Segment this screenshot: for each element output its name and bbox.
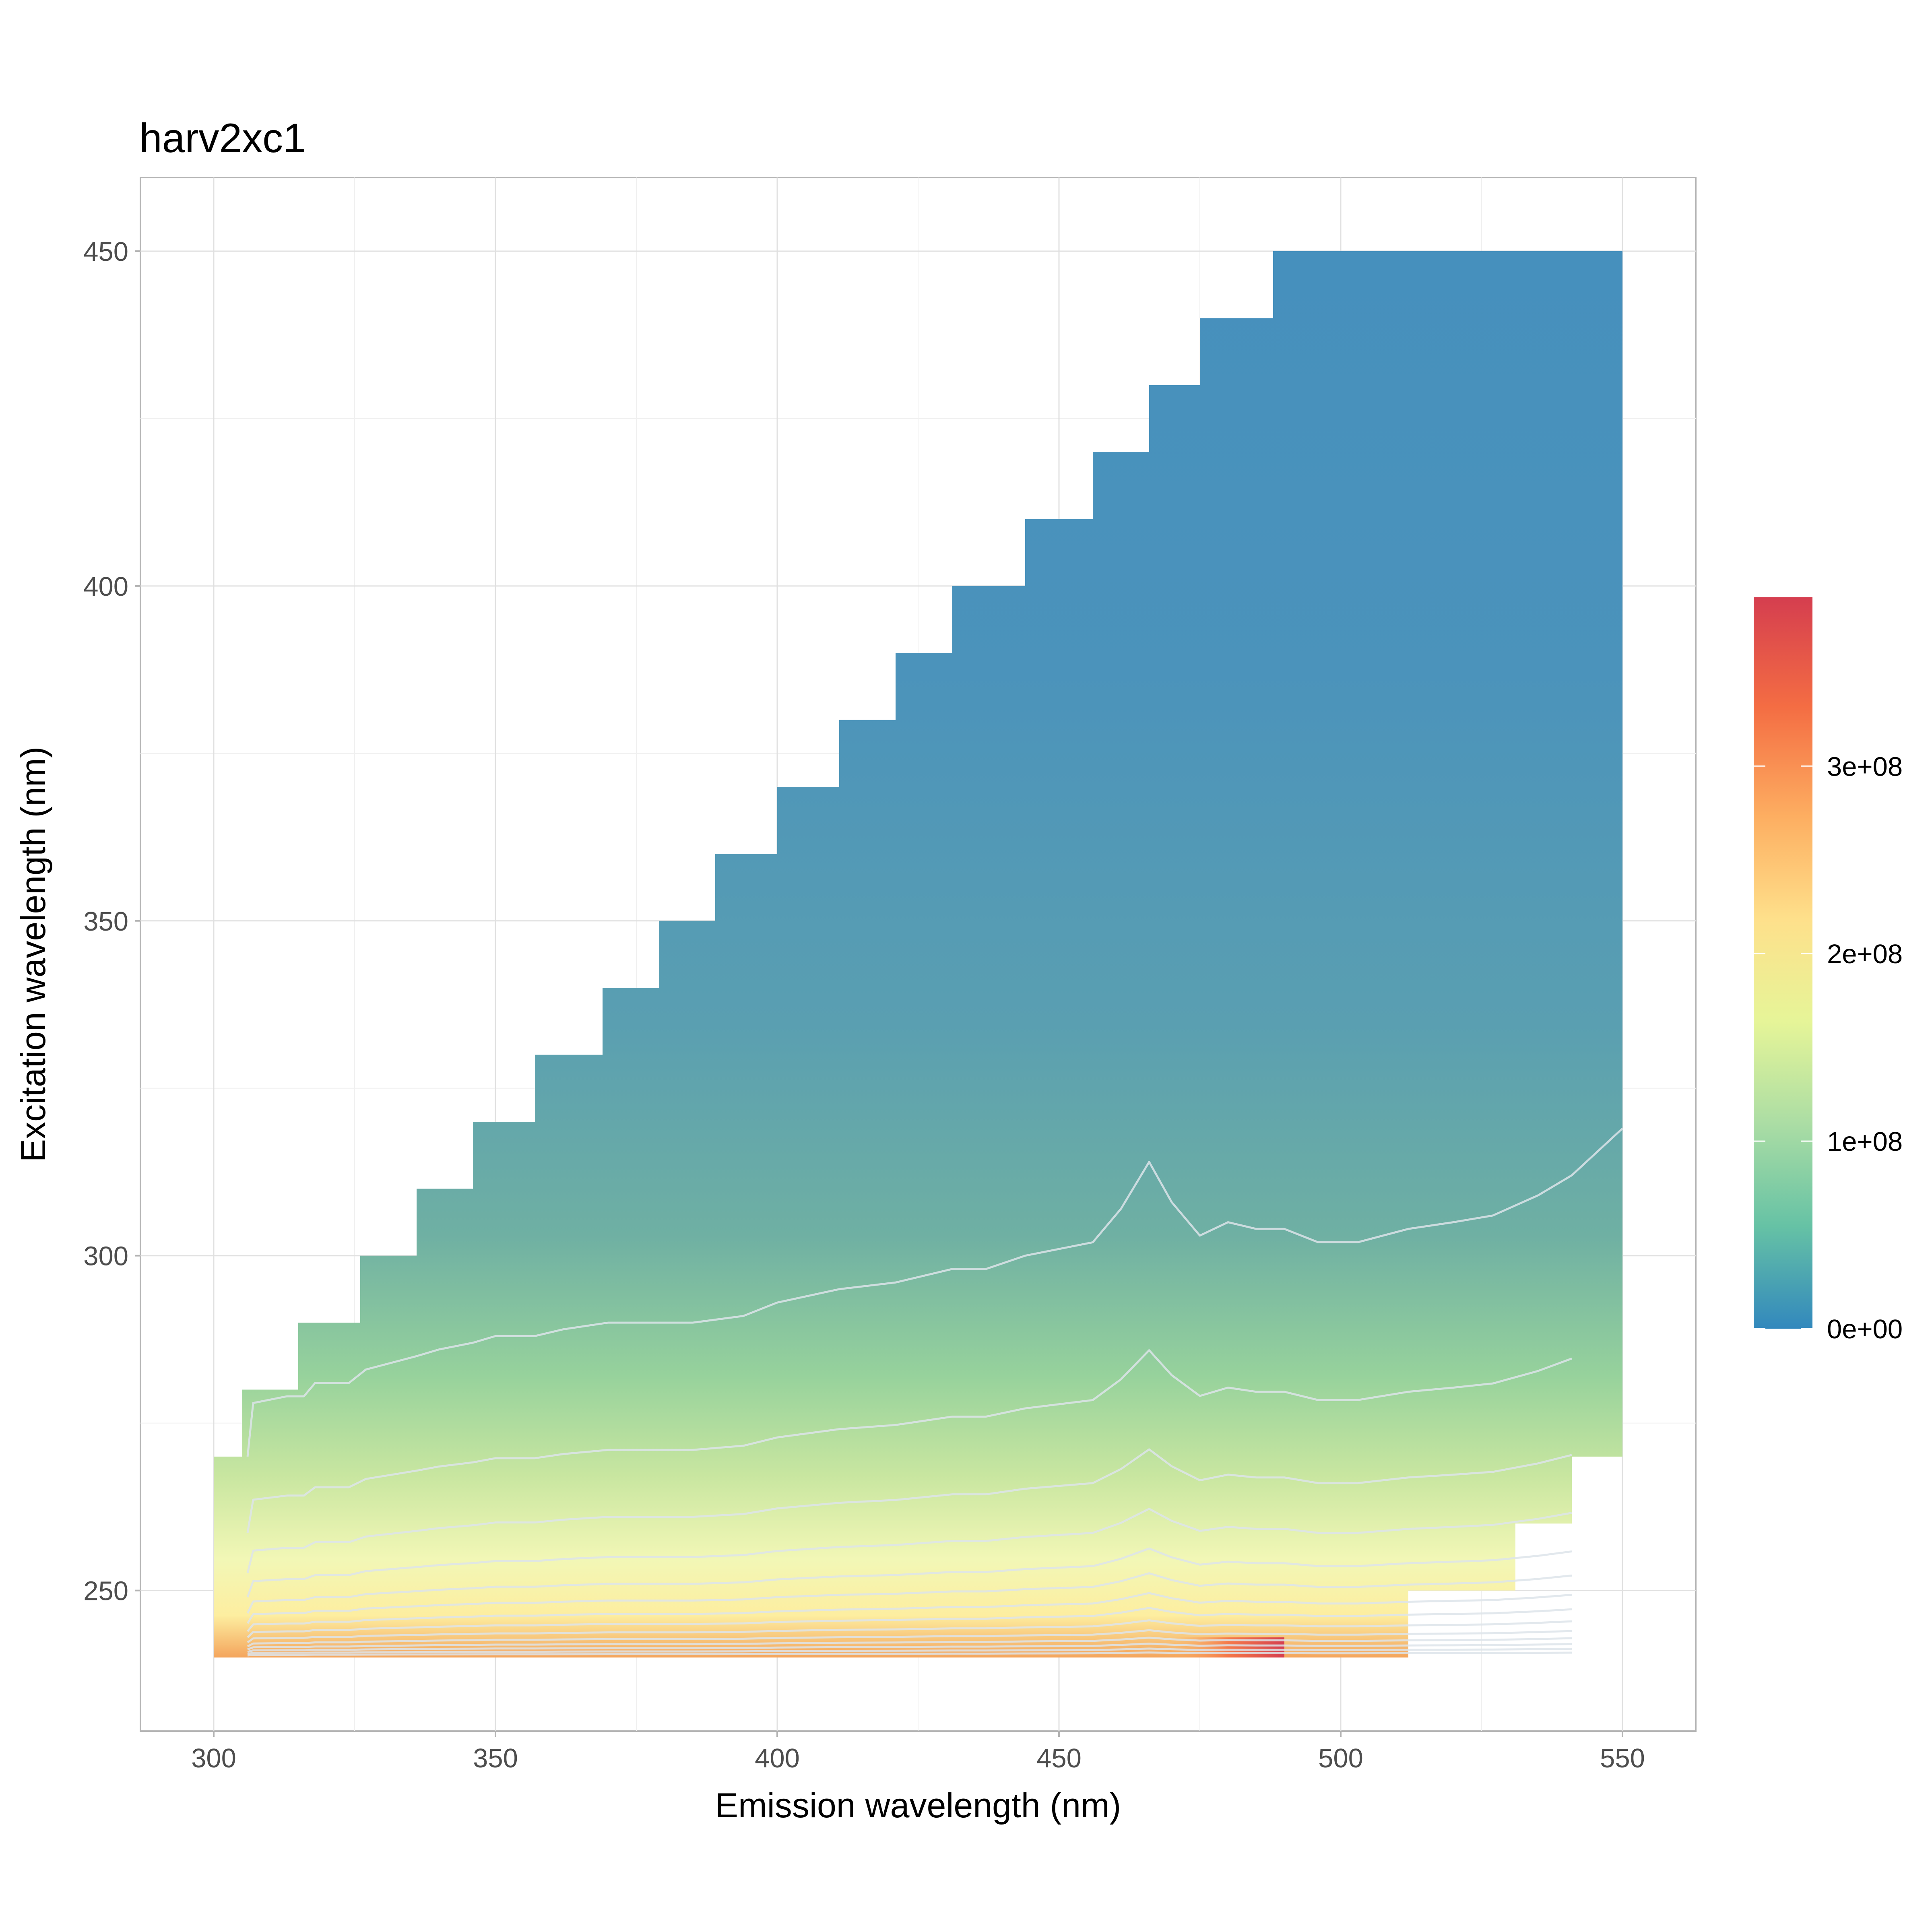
contour-lines <box>246 1127 1623 1657</box>
x-tick-label: 450 <box>1036 1743 1082 1773</box>
colorbar-legend: 0e+00 1e+08 2e+08 3e+08 <box>1754 597 1903 1344</box>
colorbar-ticks: 0e+00 1e+08 2e+08 3e+08 <box>1754 751 1903 1344</box>
colorbar-label: 3e+08 <box>1827 751 1903 782</box>
contour-line <box>246 1349 1572 1533</box>
x-tick-label: 500 <box>1318 1743 1363 1773</box>
y-axis: 250 300 350 400 450 <box>83 237 140 1606</box>
contour-line <box>246 1448 1572 1573</box>
contour-line <box>247 1651 1572 1657</box>
x-tick-label: 400 <box>755 1743 800 1773</box>
contour-line <box>247 1607 1572 1638</box>
colorbar-label: 1e+08 <box>1827 1127 1903 1157</box>
contour-line <box>246 1508 1572 1598</box>
colorbar-label: 2e+08 <box>1827 939 1903 969</box>
y-tick-label: 450 <box>83 237 128 267</box>
contour-line <box>246 1572 1572 1624</box>
y-axis-title: Excitation wavelength (nm) <box>14 747 53 1162</box>
contour-line <box>246 1127 1623 1457</box>
contour-line <box>247 1643 1572 1653</box>
x-tick-label: 350 <box>473 1743 518 1773</box>
eem-fill-region <box>214 251 1622 1657</box>
x-axis: 300 350 400 450 500 550 <box>191 1731 1645 1773</box>
colorbar-label: 0e+00 <box>1827 1314 1903 1344</box>
x-tick-label: 300 <box>191 1743 236 1773</box>
y-tick-label: 250 <box>83 1576 128 1606</box>
contour-line <box>246 1547 1572 1614</box>
y-tick-label: 300 <box>83 1241 128 1271</box>
y-tick-label: 350 <box>83 906 128 937</box>
chart-title: harv2xc1 <box>139 115 306 161</box>
y-tick-label: 400 <box>83 572 128 602</box>
contour-line <box>247 1619 1572 1643</box>
contour-line <box>247 1637 1572 1651</box>
x-axis-title: Emission wavelength (nm) <box>715 1786 1121 1825</box>
contour-line <box>247 1629 1572 1647</box>
contour-line <box>247 1592 1572 1632</box>
contour-line <box>247 1647 1572 1655</box>
x-tick-label: 550 <box>1600 1743 1645 1773</box>
colorbar <box>1754 597 1812 1329</box>
